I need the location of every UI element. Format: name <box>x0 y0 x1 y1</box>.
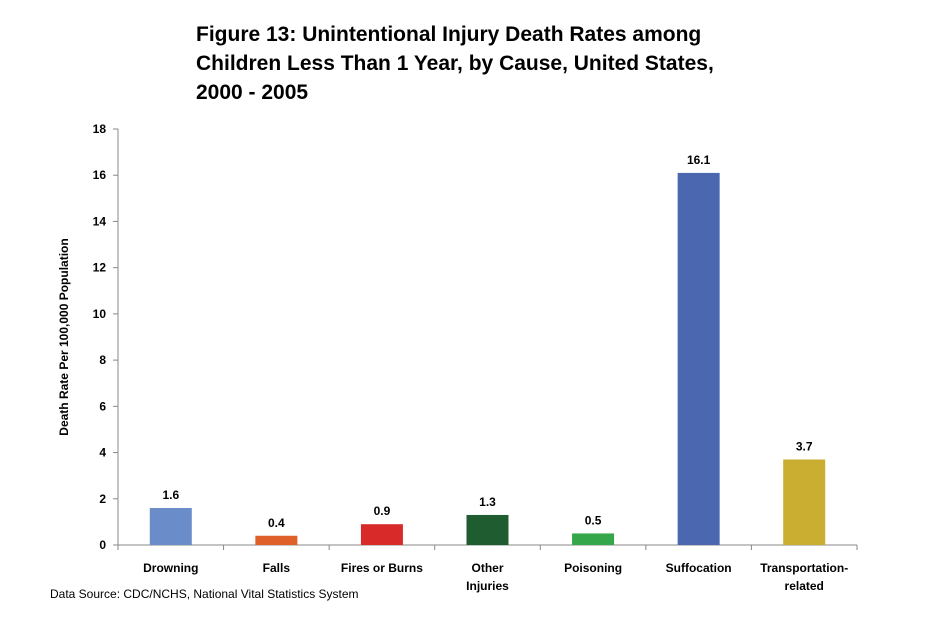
bar <box>572 533 615 545</box>
y-tick-label: 16 <box>93 168 107 182</box>
title-line: Figure 13: Unintentional Injury Death Ra… <box>196 23 702 46</box>
data-source: Data Source: CDC/NCHS, National Vital St… <box>50 587 359 601</box>
x-tick-label: Suffocation <box>666 561 732 575</box>
bar <box>783 459 826 545</box>
y-tick-label: 0 <box>99 538 106 552</box>
x-tick-label: Poisoning <box>564 561 622 575</box>
x-tick-label: Transportation- <box>760 561 848 575</box>
title-line: 2000 - 2005 <box>196 81 309 104</box>
data-label: 1.3 <box>479 495 496 509</box>
data-label: 3.7 <box>796 439 813 453</box>
data-label: 0.4 <box>268 516 285 530</box>
x-tick-label: Other <box>471 561 503 575</box>
bar <box>360 524 403 545</box>
x-tick-label: Injuries <box>466 579 509 593</box>
y-tick-label: 6 <box>99 399 106 413</box>
y-tick-label: 2 <box>99 492 106 506</box>
data-label: 0.9 <box>374 504 391 518</box>
y-axis-label: Death Rate Per 100,000 Population <box>57 238 71 435</box>
data-label: 1.6 <box>162 488 179 502</box>
y-tick-label: 8 <box>99 353 106 367</box>
y-tick-label: 4 <box>99 446 106 460</box>
y-tick-label: 10 <box>93 307 107 321</box>
bar <box>149 508 192 545</box>
bar <box>677 172 720 545</box>
x-tick-label: related <box>785 579 824 593</box>
x-tick-label: Falls <box>263 561 291 575</box>
y-tick-label: 12 <box>93 261 107 275</box>
x-tick-label: Drowning <box>143 561 198 575</box>
data-label: 0.5 <box>585 513 602 527</box>
y-tick-label: 14 <box>93 214 107 228</box>
chart-title: Figure 13: Unintentional Injury Death Ra… <box>196 20 714 107</box>
bar <box>255 535 298 545</box>
y-tick-label: 18 <box>93 122 107 136</box>
bar <box>466 514 509 545</box>
title-line: Children Less Than 1 Year, by Cause, Uni… <box>196 52 714 75</box>
x-tick-label: Fires or Burns <box>341 561 423 575</box>
data-label: 16.1 <box>687 153 711 167</box>
